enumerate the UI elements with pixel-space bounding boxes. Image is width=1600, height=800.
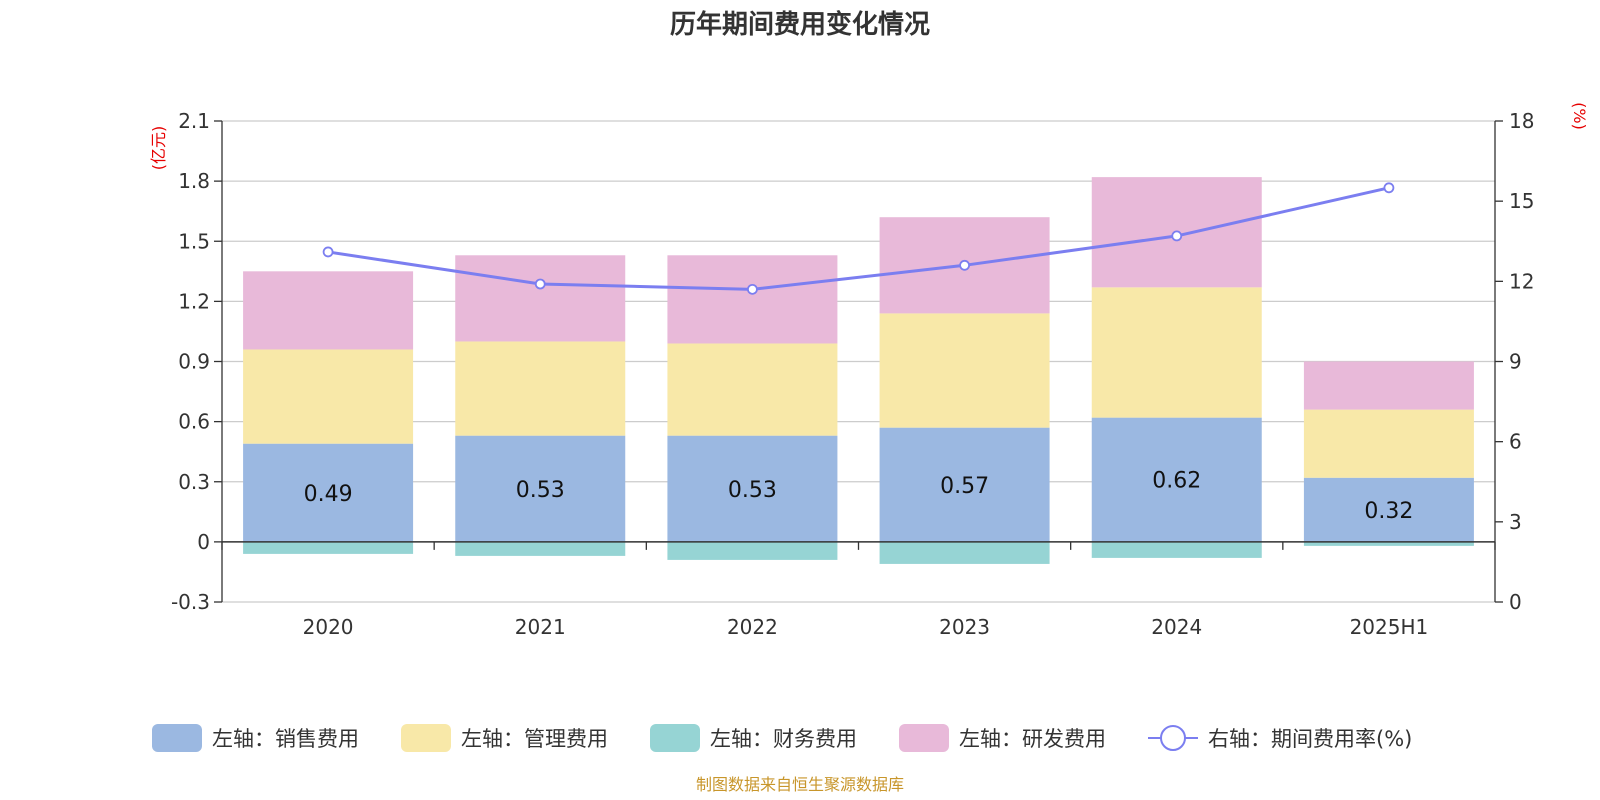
legend-item: 左轴：管理费用	[401, 724, 608, 752]
bar-segment	[243, 271, 414, 350]
data-labels: 0.49 0.53 0.53 0.57 0.62 0.32	[304, 469, 1414, 524]
data-label: 0.49	[304, 482, 353, 507]
left-axis-tick-label: 1.2	[178, 289, 210, 313]
legend-label: 左轴：销售费用	[212, 727, 359, 751]
right-axis-tick-label: 18	[1509, 109, 1534, 133]
left-axis-tick-label: 2.1	[178, 109, 210, 133]
legend-marker	[1160, 725, 1186, 751]
rate-line-path	[327, 186, 1390, 291]
data-label: 0.32	[1364, 499, 1413, 524]
legend-item: 左轴：研发费用	[899, 724, 1106, 752]
legend-swatch	[152, 724, 202, 752]
rate-point	[747, 283, 758, 295]
bar-segment	[243, 349, 414, 444]
data-label: 0.57	[940, 474, 989, 499]
bar-segment	[455, 255, 626, 342]
bar-segment	[455, 435, 626, 542]
x-axis-tick-label: 2020	[303, 615, 354, 639]
legend-swatch	[650, 724, 700, 752]
rate-point	[534, 278, 546, 290]
bar-segment	[667, 343, 838, 436]
bar-segment	[243, 541, 414, 554]
rate-line	[322, 182, 1395, 295]
data-label: 0.53	[516, 478, 565, 503]
legend-label: 左轴：研发费用	[959, 727, 1106, 751]
x-axis-tick-label: 2024	[1151, 615, 1202, 639]
axes: 2.1 1.8 1.5 1.2 0.9 0.6 0.3 0 -0.3 18 15 12 9 6 3 0 2020…	[171, 109, 1534, 639]
legend-swatch	[401, 724, 451, 752]
bar-segment	[243, 443, 414, 542]
right-axis-tick-label: 6	[1509, 430, 1522, 454]
data-label: 0.62	[1152, 469, 1201, 494]
bar-segment	[1303, 541, 1474, 546]
legend-label: 左轴：财务费用	[710, 727, 857, 751]
legend-label: 右轴：期间费用率(%)	[1208, 727, 1412, 751]
legend: 左轴：销售费用 左轴：管理费用 左轴：财务费用 左轴：研发费用 右轴：期间费用率(%)	[152, 724, 1412, 752]
grid-lines	[222, 120, 1495, 603]
bar-segment	[1091, 287, 1262, 418]
bar-segment	[1303, 409, 1474, 478]
left-axis-tick-label: 0	[197, 530, 210, 554]
source-note: 制图数据来自恒生聚源数据库	[696, 775, 904, 794]
x-axis-tick-label: 2022	[727, 615, 778, 639]
bar-segment	[1303, 361, 1474, 410]
x-axis-tick-label: 2025H1	[1350, 615, 1429, 639]
x-axis-tick-label: 2021	[515, 615, 566, 639]
legend-item: 左轴：财务费用	[650, 724, 857, 752]
bar-segment	[1091, 541, 1262, 558]
bar-segment	[879, 313, 1050, 428]
chart-title: 历年期间费用变化情况	[670, 9, 930, 40]
bar-segment	[667, 541, 838, 560]
right-axis-tick-label: 0	[1509, 590, 1522, 614]
rate-point	[959, 259, 970, 271]
left-axis-tick-label: 0.6	[178, 410, 210, 434]
data-label: 0.53	[728, 478, 777, 503]
bar-segment	[455, 541, 626, 556]
bar-segment	[667, 435, 838, 542]
left-axis-tick-label: 0.9	[178, 350, 210, 374]
left-axis-tick-label: 0.3	[178, 470, 210, 494]
x-axis-tick-label: 2023	[939, 615, 990, 639]
left-axis-tick-label: 1.8	[178, 169, 210, 193]
bar-segment	[879, 427, 1050, 542]
legend-item: 右轴：期间费用率(%)	[1148, 725, 1412, 751]
right-axis-tick-label: 3	[1509, 510, 1522, 534]
left-axis-tick-label: 1.5	[178, 229, 210, 253]
right-axis-tick-label: 12	[1509, 269, 1534, 293]
bar-segment	[667, 255, 838, 344]
rate-point	[1383, 182, 1395, 194]
right-axis-tick-label: 15	[1509, 189, 1534, 213]
bars	[243, 177, 1474, 564]
bar-segment	[1091, 417, 1262, 542]
right-axis-tick-label: 9	[1509, 350, 1522, 374]
legend-item: 左轴：销售费用	[152, 724, 359, 752]
bar-segment	[455, 341, 626, 436]
left-axis-unit: (亿元)	[149, 126, 168, 171]
legend-swatch	[899, 724, 949, 752]
rate-point	[322, 246, 334, 258]
right-axis-unit: (%)	[1570, 102, 1589, 130]
rate-point	[1171, 230, 1183, 242]
bar-segment	[1303, 477, 1474, 542]
legend-label: 左轴：管理费用	[461, 727, 608, 751]
bar-segment	[879, 541, 1050, 564]
left-axis-tick-label: -0.3	[171, 590, 210, 614]
